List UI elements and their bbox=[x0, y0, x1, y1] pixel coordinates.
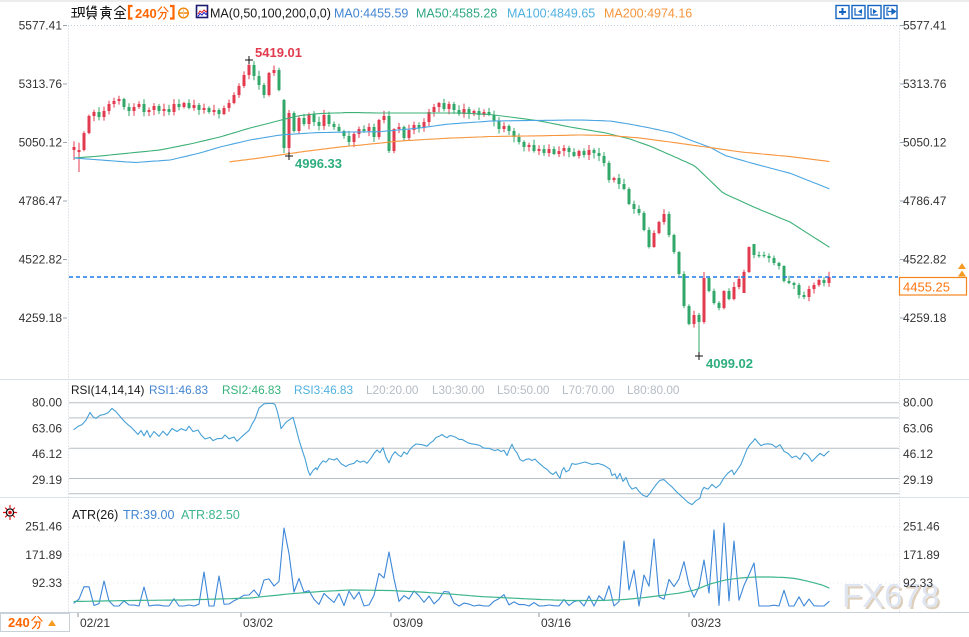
svg-text:4786.47: 4786.47 bbox=[903, 194, 947, 208]
svg-text:5050.12: 5050.12 bbox=[19, 136, 63, 150]
svg-text:MA50:4585.28: MA50:4585.28 bbox=[416, 7, 497, 21]
svg-text:92.33: 92.33 bbox=[32, 576, 62, 590]
svg-text:80.00: 80.00 bbox=[32, 396, 62, 410]
svg-text:251.46: 251.46 bbox=[25, 520, 62, 534]
svg-text:FX678: FX678 bbox=[842, 577, 939, 614]
svg-text:5419.01: 5419.01 bbox=[255, 45, 302, 60]
svg-text:02/21: 02/21 bbox=[80, 616, 110, 630]
svg-text:MA0:4455.59: MA0:4455.59 bbox=[334, 7, 408, 21]
svg-text:4522.82: 4522.82 bbox=[19, 253, 63, 267]
svg-text:29.19: 29.19 bbox=[32, 473, 62, 487]
svg-text:FX678: FX678 bbox=[844, 579, 941, 616]
svg-text:5313.76: 5313.76 bbox=[19, 77, 63, 91]
svg-text:L80:80.00: L80:80.00 bbox=[627, 383, 680, 397]
svg-text:80.00: 80.00 bbox=[903, 396, 933, 410]
svg-text:4259.18: 4259.18 bbox=[19, 311, 63, 325]
svg-text:4099.02: 4099.02 bbox=[706, 356, 753, 371]
svg-text:4522.82: 4522.82 bbox=[903, 253, 947, 267]
svg-text:5313.76: 5313.76 bbox=[903, 77, 947, 91]
svg-text:RSI3:46.83: RSI3:46.83 bbox=[294, 383, 353, 397]
svg-text:03/23: 03/23 bbox=[691, 616, 721, 630]
svg-text:MA200:4974.16: MA200:4974.16 bbox=[604, 7, 692, 21]
svg-text:TR:39.00: TR:39.00 bbox=[123, 508, 174, 522]
svg-text:63.06: 63.06 bbox=[903, 421, 933, 435]
svg-text:240: 240 bbox=[135, 6, 157, 21]
svg-text:03/09: 03/09 bbox=[393, 616, 423, 630]
svg-text:MA100:4849.65: MA100:4849.65 bbox=[507, 7, 595, 21]
svg-text:L50:50.00: L50:50.00 bbox=[497, 383, 550, 397]
svg-text:4786.47: 4786.47 bbox=[19, 194, 63, 208]
svg-text:L20:20.00: L20:20.00 bbox=[366, 383, 419, 397]
svg-text:5577.41: 5577.41 bbox=[19, 19, 63, 33]
svg-text:03/16: 03/16 bbox=[541, 616, 571, 630]
svg-text:ATR:82.50: ATR:82.50 bbox=[181, 508, 240, 522]
svg-text:63.06: 63.06 bbox=[32, 421, 62, 435]
svg-text:4455.25: 4455.25 bbox=[903, 280, 950, 295]
svg-text:46.12: 46.12 bbox=[32, 447, 62, 461]
svg-text:171.89: 171.89 bbox=[25, 548, 62, 562]
svg-text:240: 240 bbox=[8, 615, 30, 630]
svg-text:ATR(26): ATR(26) bbox=[72, 508, 118, 522]
svg-text:4996.33: 4996.33 bbox=[295, 156, 342, 171]
svg-text:RSI(14,14,14): RSI(14,14,14) bbox=[71, 383, 145, 397]
svg-text:03/02: 03/02 bbox=[243, 616, 273, 630]
svg-text:171.89: 171.89 bbox=[903, 548, 940, 562]
svg-text:4259.18: 4259.18 bbox=[903, 311, 947, 325]
svg-text:251.46: 251.46 bbox=[903, 520, 940, 534]
svg-text:MA(0,50,100,200,0,0): MA(0,50,100,200,0,0) bbox=[210, 7, 331, 21]
svg-text:L30:30.00: L30:30.00 bbox=[432, 383, 485, 397]
svg-text:92.33: 92.33 bbox=[903, 576, 933, 590]
svg-text:46.12: 46.12 bbox=[903, 447, 933, 461]
svg-text:5577.41: 5577.41 bbox=[903, 19, 947, 33]
svg-text:5050.12: 5050.12 bbox=[903, 136, 947, 150]
svg-text:29.19: 29.19 bbox=[903, 473, 933, 487]
svg-text:RSI2:46.83: RSI2:46.83 bbox=[222, 383, 281, 397]
svg-text:RSI1:46.83: RSI1:46.83 bbox=[149, 383, 208, 397]
svg-text:L70:70.00: L70:70.00 bbox=[562, 383, 615, 397]
